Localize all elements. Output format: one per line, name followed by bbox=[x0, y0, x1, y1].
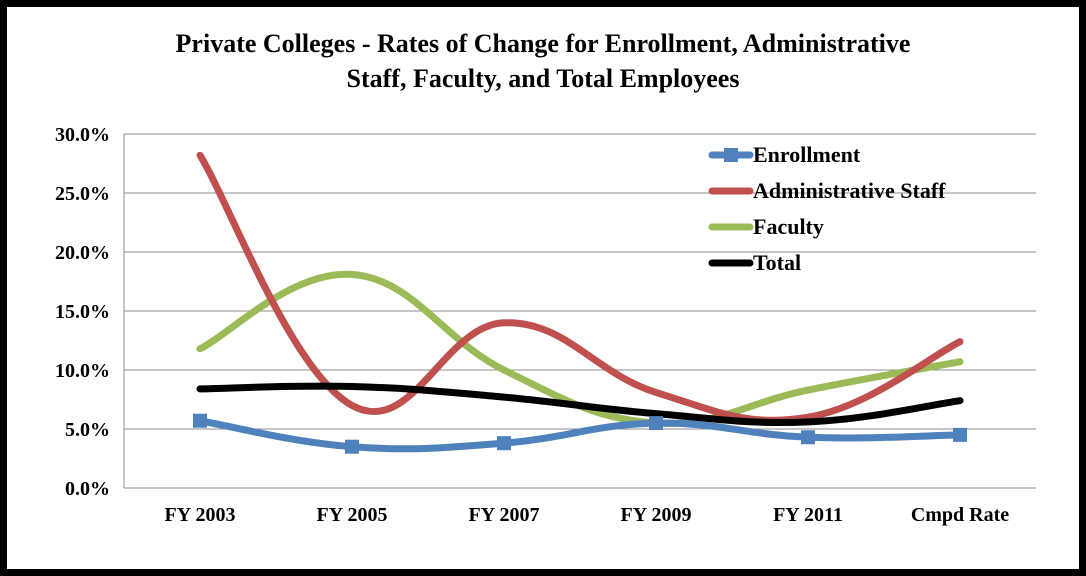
series-line-total bbox=[196, 382, 964, 427]
x-tick-label: FY 2011 bbox=[773, 504, 843, 526]
gridlines bbox=[123, 133, 1036, 489]
data-point-enrollment bbox=[345, 439, 359, 454]
legend-label-total: Total bbox=[753, 250, 801, 275]
y-tick-label: 5.0% bbox=[65, 419, 110, 441]
x-tick-label: FY 2005 bbox=[317, 504, 388, 526]
legend-label-enrollment: Enrollment bbox=[753, 142, 861, 167]
y-tick-label: 20.0% bbox=[55, 242, 110, 264]
chart-title-line-1: Private Colleges - Rates of Change for E… bbox=[176, 29, 911, 58]
y-axis-ticks: 0.0% 5.0% 10.0% 15.0% 20.0% 25.0% 30.0% bbox=[55, 124, 110, 500]
y-tick-label: 25.0% bbox=[55, 183, 110, 205]
series-line-enrollment bbox=[196, 417, 964, 453]
x-tick-label: FY 2003 bbox=[165, 504, 236, 526]
legend-label-faculty: Faculty bbox=[753, 214, 824, 239]
data-point-enrollment bbox=[953, 427, 967, 442]
x-tick-label: Cmpd Rate bbox=[911, 504, 1009, 526]
x-axis-ticks: FY 2003 FY 2005 FY 2007 FY 2009 FY 2011 Cmpd … bbox=[165, 504, 1010, 526]
y-tick-label: 15.0% bbox=[55, 301, 110, 323]
legend-label-administrative-staff: Administrative Staff bbox=[753, 178, 946, 203]
series-lines bbox=[193, 151, 967, 454]
data-point-enrollment bbox=[497, 436, 511, 451]
y-tick-label: 30.0% bbox=[55, 124, 110, 146]
y-tick-label: 0.0% bbox=[65, 478, 110, 500]
data-point-enrollment bbox=[801, 430, 815, 445]
legend-marker-enrollment bbox=[724, 148, 738, 162]
legend: Enrollment Administrative Staff Faculty Tot… bbox=[708, 142, 946, 275]
x-tick-label: FY 2009 bbox=[621, 504, 692, 526]
data-point-enrollment bbox=[649, 416, 663, 431]
x-tick-label: FY 2007 bbox=[469, 504, 540, 526]
y-tick-label: 10.0% bbox=[55, 360, 110, 382]
series-line-administrative-staff bbox=[196, 151, 964, 424]
chart-title-line-2: Staff, Faculty, and Total Employees bbox=[347, 64, 740, 93]
series-line-faculty bbox=[196, 270, 964, 428]
data-point-enrollment bbox=[193, 413, 207, 428]
